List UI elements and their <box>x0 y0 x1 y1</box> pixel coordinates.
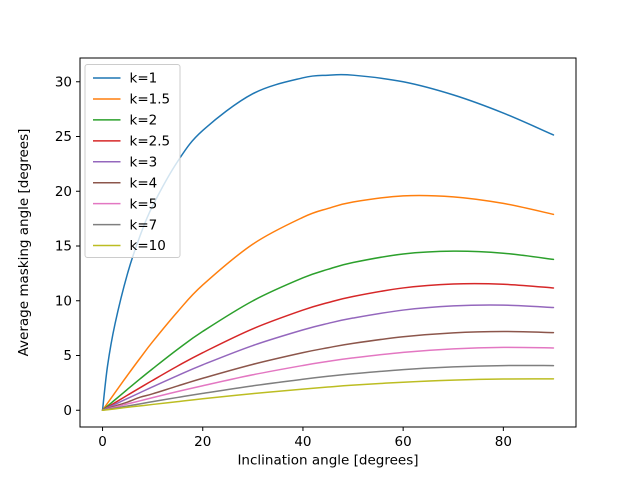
x-tick-label: 20 <box>194 434 211 450</box>
y-tick-label: 25 <box>55 129 72 145</box>
plot-border <box>79 57 577 428</box>
x-tick-label: 0 <box>98 434 107 450</box>
series-line-k-5 <box>101 346 555 411</box>
legend-label: k=4 <box>130 175 158 191</box>
legend-label: k=3 <box>130 154 158 170</box>
series-line-k-1-5 <box>101 194 555 411</box>
series-line-k-2 <box>101 250 555 411</box>
x-axis-label: Inclination angle [degrees] <box>237 453 418 469</box>
legend-label: k=10 <box>130 238 166 254</box>
legend-label: k=5 <box>130 196 158 212</box>
x-tick-label: 40 <box>294 434 311 450</box>
series-line-k-7 <box>101 364 555 411</box>
y-tick-label: 5 <box>63 348 72 364</box>
axes: 0 20 40 60 80 0 5 10 15 20 25 30 <box>55 57 577 450</box>
y-tick-label: 10 <box>55 293 72 309</box>
y-tick-label: 15 <box>55 239 72 255</box>
y-tick-label: 20 <box>55 184 72 200</box>
legend-label: k=1.5 <box>130 92 171 108</box>
x-tick-label: 80 <box>495 434 512 450</box>
curves <box>101 73 555 411</box>
y-tick-label: 0 <box>63 403 72 419</box>
series-line-k-4 <box>101 330 555 411</box>
series-line-k-10 <box>101 378 555 411</box>
y-axis-label: Average masking angle [degrees] <box>16 129 32 357</box>
legend-label: k=1 <box>130 71 158 87</box>
y-tick-label: 30 <box>55 74 72 90</box>
legend-label: k=2.5 <box>130 134 171 150</box>
x-tick-label: 60 <box>395 434 412 450</box>
legend-label: k=7 <box>130 217 158 233</box>
series-line-k-2-5 <box>101 282 555 411</box>
legend-label: k=2 <box>130 113 158 129</box>
series-line-k-3 <box>101 304 555 411</box>
legend: k=1 k=1.5 k=2 k=2.5 k=3 k=4 k=5 k=7 k=10 <box>84 64 181 258</box>
series-line-k-1 <box>101 73 555 411</box>
legend-box <box>84 64 181 258</box>
